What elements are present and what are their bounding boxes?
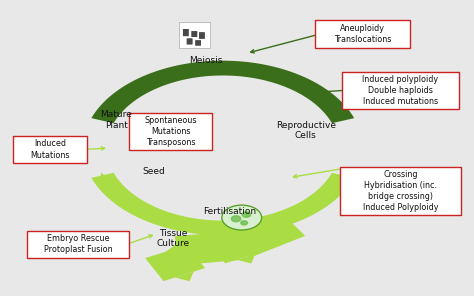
FancyBboxPatch shape: [199, 32, 205, 39]
Polygon shape: [91, 173, 354, 235]
FancyBboxPatch shape: [195, 40, 201, 46]
Circle shape: [241, 221, 247, 225]
FancyBboxPatch shape: [199, 32, 205, 39]
Text: Reproductive
Cells: Reproductive Cells: [276, 120, 336, 140]
FancyBboxPatch shape: [195, 40, 201, 46]
FancyBboxPatch shape: [191, 31, 197, 37]
Text: Crossing
Hybridisation (inc.
bridge crossing)
Induced Polyploidy: Crossing Hybridisation (inc. bridge cros…: [363, 170, 438, 212]
Polygon shape: [145, 245, 205, 281]
FancyBboxPatch shape: [129, 113, 212, 150]
Text: Aneuploidy
Translocations: Aneuploidy Translocations: [334, 24, 392, 44]
Text: Spontaneous
Mutations
Transposons: Spontaneous Mutations Transposons: [145, 116, 197, 147]
FancyBboxPatch shape: [183, 29, 189, 36]
FancyBboxPatch shape: [183, 29, 189, 36]
FancyBboxPatch shape: [187, 38, 192, 44]
Polygon shape: [174, 231, 240, 265]
Text: Induced polyploidy
Double haploids
Induced mutations: Induced polyploidy Double haploids Induc…: [363, 75, 438, 106]
FancyBboxPatch shape: [340, 167, 461, 215]
Polygon shape: [91, 61, 354, 123]
Circle shape: [231, 216, 241, 222]
Circle shape: [242, 212, 251, 217]
Text: Embryo Rescue
Protoplast Fusion: Embryo Rescue Protoplast Fusion: [44, 234, 112, 254]
Circle shape: [222, 205, 262, 230]
Polygon shape: [225, 211, 305, 258]
Text: Meiosis: Meiosis: [190, 56, 223, 65]
Text: Mature
Plant: Mature Plant: [100, 110, 132, 130]
Polygon shape: [216, 239, 267, 263]
Polygon shape: [166, 244, 179, 257]
Text: Tissue
Culture: Tissue Culture: [156, 229, 190, 248]
Polygon shape: [327, 105, 341, 118]
FancyBboxPatch shape: [342, 72, 459, 109]
FancyBboxPatch shape: [27, 231, 129, 258]
Text: Seed: Seed: [143, 167, 165, 176]
Polygon shape: [175, 272, 193, 281]
Polygon shape: [237, 254, 255, 263]
FancyBboxPatch shape: [187, 38, 192, 44]
Polygon shape: [100, 173, 115, 186]
FancyBboxPatch shape: [179, 22, 210, 48]
FancyBboxPatch shape: [315, 20, 410, 48]
FancyBboxPatch shape: [13, 136, 86, 163]
Text: Induced
Mutations: Induced Mutations: [30, 139, 70, 160]
Text: Fertilisation: Fertilisation: [203, 207, 256, 216]
FancyBboxPatch shape: [191, 31, 197, 37]
